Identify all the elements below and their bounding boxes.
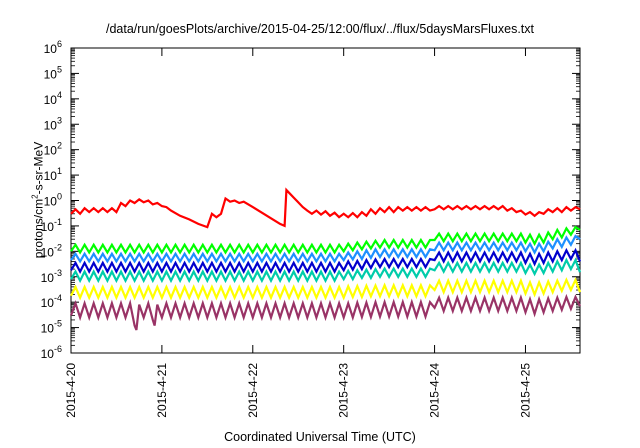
y-tick-label: 105 — [44, 64, 62, 81]
y-tick-label: 106 — [44, 39, 62, 56]
x-tick-label: 2015-4-21 — [155, 363, 169, 418]
flux-series-7-line — [69, 293, 581, 331]
series-lines — [69, 187, 582, 331]
y-tick-label: 104 — [44, 90, 62, 107]
y-tick-label: 10-1 — [41, 217, 62, 234]
x-tick-label: 2015-4-22 — [246, 363, 260, 418]
y-tick-label: 101 — [44, 166, 62, 183]
flux-series-1-line — [70, 187, 581, 229]
y-tick-label: 103 — [44, 115, 62, 132]
flux-series-4-line — [70, 247, 582, 274]
y-tick-label: 102 — [44, 141, 62, 158]
y-tick-label: 100 — [44, 192, 62, 209]
y-tick-label: 10-2 — [41, 242, 62, 259]
x-tick-label: 2015-4-24 — [428, 363, 442, 418]
flux-series-6-line — [70, 277, 582, 301]
y-tick-label: 10-6 — [41, 344, 62, 361]
x-axis-label: Coordinated Universal Time (UTC) — [224, 430, 416, 444]
flux-series-3-line — [70, 234, 581, 264]
axis-ticks: 10-6 10-5 10-4 10-3 10-2 10-1 100 101 102 103 104 1… — [41, 39, 580, 418]
y-tick-label: 10-5 — [41, 319, 62, 336]
x-tick-label: 2015-4-23 — [337, 363, 351, 418]
x-tick-label: 2015-4-20 — [64, 363, 78, 418]
x-tick-label: 2015-4-25 — [518, 363, 532, 418]
flux-series-2-line — [70, 225, 581, 255]
flux-series-5-line — [70, 257, 582, 284]
y-tick-label: 10-3 — [41, 268, 62, 285]
y-tick-label: 10-4 — [41, 293, 62, 310]
chart-title: /data/run/goesPlots/archive/2015-04-25/1… — [105, 22, 534, 36]
